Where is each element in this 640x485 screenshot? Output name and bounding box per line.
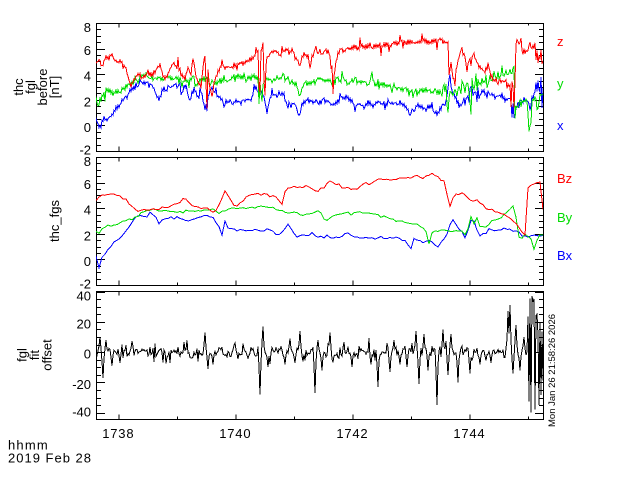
svg-text:Bz: Bz <box>557 171 572 186</box>
svg-text:8: 8 <box>84 20 91 35</box>
svg-text:z: z <box>557 34 564 49</box>
svg-text:thc: thc <box>11 78 26 96</box>
svg-text:0: 0 <box>84 120 91 135</box>
svg-text:Bx: Bx <box>557 248 573 263</box>
svg-text:2019 Feb 28: 2019 Feb 28 <box>8 451 92 466</box>
svg-text:fgl: fgl <box>15 348 30 362</box>
svg-text:1744: 1744 <box>453 426 485 441</box>
svg-text:2: 2 <box>84 94 91 109</box>
svg-text:fgl: fgl <box>23 80 38 94</box>
svg-text:thc_fgs: thc_fgs <box>47 200 62 242</box>
svg-text:4: 4 <box>84 203 91 218</box>
svg-text:y: y <box>557 76 564 91</box>
svg-text:6: 6 <box>84 177 91 192</box>
svg-text:1740: 1740 <box>219 426 251 441</box>
svg-text:0: 0 <box>84 254 91 269</box>
svg-text:8: 8 <box>84 154 91 169</box>
svg-text:Mon Jan 26 21:58:26 2026: Mon Jan 26 21:58:26 2026 <box>547 314 558 427</box>
svg-text:-2: -2 <box>79 277 91 292</box>
svg-text:[nT]: [nT] <box>47 76 62 98</box>
svg-text:1742: 1742 <box>336 426 368 441</box>
svg-text:offset: offset <box>40 339 55 371</box>
svg-text:hhmm: hhmm <box>8 438 49 453</box>
svg-text:-40: -40 <box>72 404 91 419</box>
svg-text:6: 6 <box>84 43 91 58</box>
svg-text:x: x <box>557 118 564 133</box>
svg-text:By: By <box>557 210 573 225</box>
svg-text:fit: fit <box>27 350 42 361</box>
svg-text:before: before <box>35 69 50 106</box>
svg-text:0: 0 <box>84 347 91 362</box>
svg-text:2: 2 <box>84 228 91 243</box>
svg-text:20: 20 <box>77 316 91 331</box>
svg-text:-2: -2 <box>79 143 91 158</box>
svg-text:1738: 1738 <box>102 426 134 441</box>
svg-text:-20: -20 <box>72 377 91 392</box>
svg-text:40: 40 <box>77 288 91 303</box>
svg-text:4: 4 <box>84 69 91 84</box>
